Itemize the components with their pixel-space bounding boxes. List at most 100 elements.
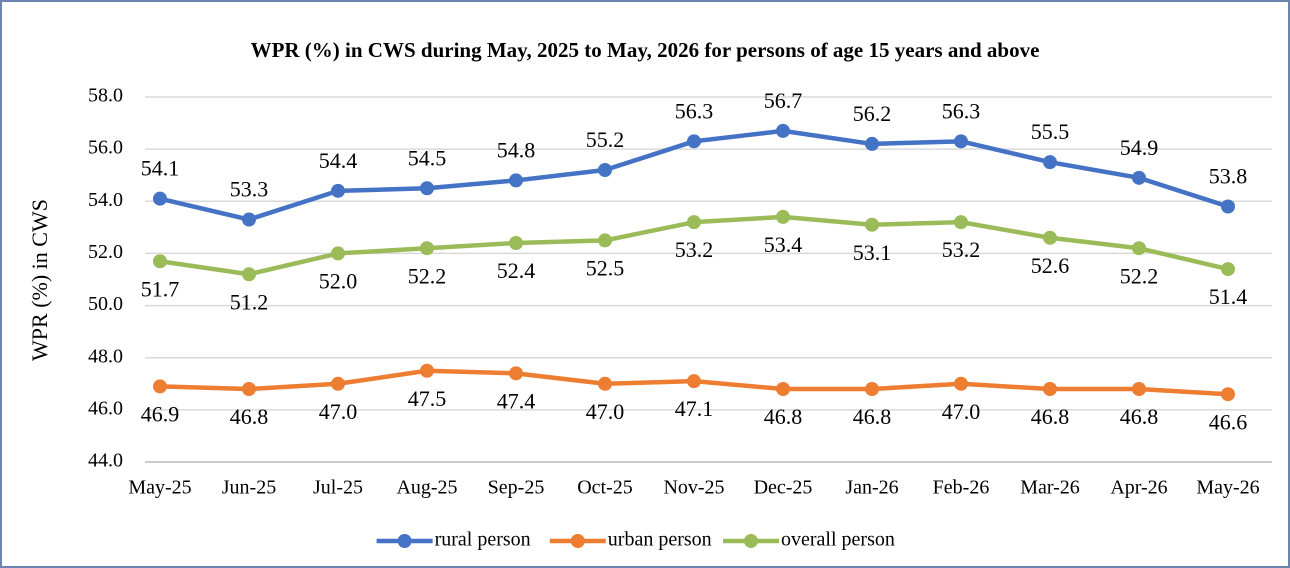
data-label: 52.2 — [1120, 263, 1159, 288]
data-label: 54.9 — [1120, 135, 1159, 160]
marker — [242, 382, 256, 396]
marker — [954, 215, 968, 230]
marker — [509, 173, 523, 188]
data-label: 54.1 — [141, 156, 180, 181]
data-label: 47.0 — [319, 399, 358, 424]
legend-label: overall person — [781, 529, 895, 551]
x-tick-label: Nov-25 — [663, 477, 724, 499]
marker — [1221, 262, 1235, 277]
marker — [865, 217, 879, 232]
data-label: 54.5 — [408, 145, 447, 170]
data-label: 46.8 — [764, 404, 803, 429]
marker — [331, 376, 345, 391]
marker — [153, 191, 167, 206]
marker — [687, 215, 701, 230]
marker — [1043, 155, 1057, 170]
marker — [1132, 170, 1146, 185]
x-tick-label: Mar-26 — [1020, 477, 1080, 499]
marker — [153, 379, 167, 394]
data-label: 46.9 — [141, 401, 180, 426]
data-label: 54.8 — [497, 137, 536, 162]
y-tick-label: 46.0 — [88, 397, 123, 419]
data-label: 56.7 — [764, 88, 803, 113]
x-tick-label: Aug-25 — [396, 477, 457, 499]
data-label: 53.8 — [1209, 164, 1248, 189]
y-tick-label: 48.0 — [88, 345, 123, 367]
marker — [509, 366, 523, 381]
marker — [776, 209, 790, 224]
marker — [776, 382, 790, 396]
data-label: 53.2 — [942, 237, 981, 262]
x-tick-label: Jun-25 — [222, 477, 276, 499]
x-tick-label: Oct-25 — [577, 477, 633, 499]
data-label: 55.2 — [586, 127, 625, 152]
data-label: 53.2 — [675, 237, 714, 262]
data-label: 53.3 — [230, 177, 269, 202]
data-label: 56.3 — [942, 98, 981, 123]
marker — [1221, 199, 1235, 214]
marker — [598, 233, 612, 248]
x-tick-label: Apr-26 — [1110, 477, 1167, 499]
data-label: 52.0 — [319, 268, 358, 293]
y-axis-title: WPR (%) in CWS — [27, 199, 52, 361]
marker — [954, 376, 968, 391]
marker — [420, 181, 434, 196]
data-label: 53.1 — [853, 240, 892, 265]
data-label: 46.8 — [1120, 404, 1159, 429]
data-label: 46.6 — [1209, 409, 1248, 434]
data-label: 51.2 — [230, 289, 269, 314]
y-tick-label: 52.0 — [88, 241, 123, 263]
marker — [865, 136, 879, 151]
marker — [1221, 387, 1235, 402]
x-tick-label: May-26 — [1196, 477, 1259, 499]
marker — [687, 134, 701, 149]
data-label: 53.4 — [764, 232, 803, 257]
marker — [331, 183, 345, 198]
marker — [598, 163, 612, 177]
y-tick-label: 58.0 — [88, 85, 123, 107]
marker — [1132, 241, 1146, 256]
x-tick-label: Jul-25 — [313, 477, 363, 499]
marker — [1132, 382, 1146, 396]
x-tick-label: Sep-25 — [488, 477, 545, 499]
marker — [687, 374, 701, 389]
marker — [509, 236, 523, 250]
y-tick-label: 44.0 — [88, 450, 123, 472]
data-label: 47.4 — [497, 388, 536, 413]
x-tick-label: Feb-26 — [933, 477, 990, 499]
y-tick-label: 54.0 — [88, 189, 123, 211]
legend-marker — [397, 534, 412, 548]
data-label: 46.8 — [1031, 404, 1070, 429]
legend-marker — [570, 534, 585, 548]
data-label: 47.0 — [942, 399, 981, 424]
data-label: 51.4 — [1209, 284, 1248, 309]
x-tick-label: May-25 — [128, 477, 191, 499]
y-tick-label: 56.0 — [88, 137, 123, 159]
y-tick-label: 50.0 — [88, 293, 123, 315]
x-tick-label: Jan-26 — [845, 477, 898, 499]
legend-label: rural person — [435, 529, 531, 551]
data-label: 54.4 — [319, 148, 358, 173]
chart-title: WPR (%) in CWS during May, 2025 to May, … — [251, 38, 1040, 62]
marker — [420, 363, 434, 378]
marker — [242, 212, 256, 227]
data-label: 51.7 — [141, 276, 180, 301]
data-label: 52.5 — [586, 255, 625, 280]
data-label: 47.1 — [675, 396, 714, 421]
data-label: 56.3 — [675, 98, 714, 123]
marker — [1043, 382, 1057, 396]
data-label: 52.4 — [497, 258, 536, 283]
data-label: 47.0 — [586, 399, 625, 424]
marker — [865, 382, 879, 396]
legend-label: urban person — [608, 529, 712, 551]
marker — [153, 254, 167, 269]
data-label: 55.5 — [1031, 119, 1070, 144]
data-label: 47.5 — [408, 386, 447, 411]
marker — [331, 246, 345, 261]
marker — [598, 376, 612, 391]
data-label: 46.8 — [853, 404, 892, 429]
marker — [1043, 230, 1057, 245]
marker — [954, 134, 968, 149]
marker — [776, 123, 790, 138]
